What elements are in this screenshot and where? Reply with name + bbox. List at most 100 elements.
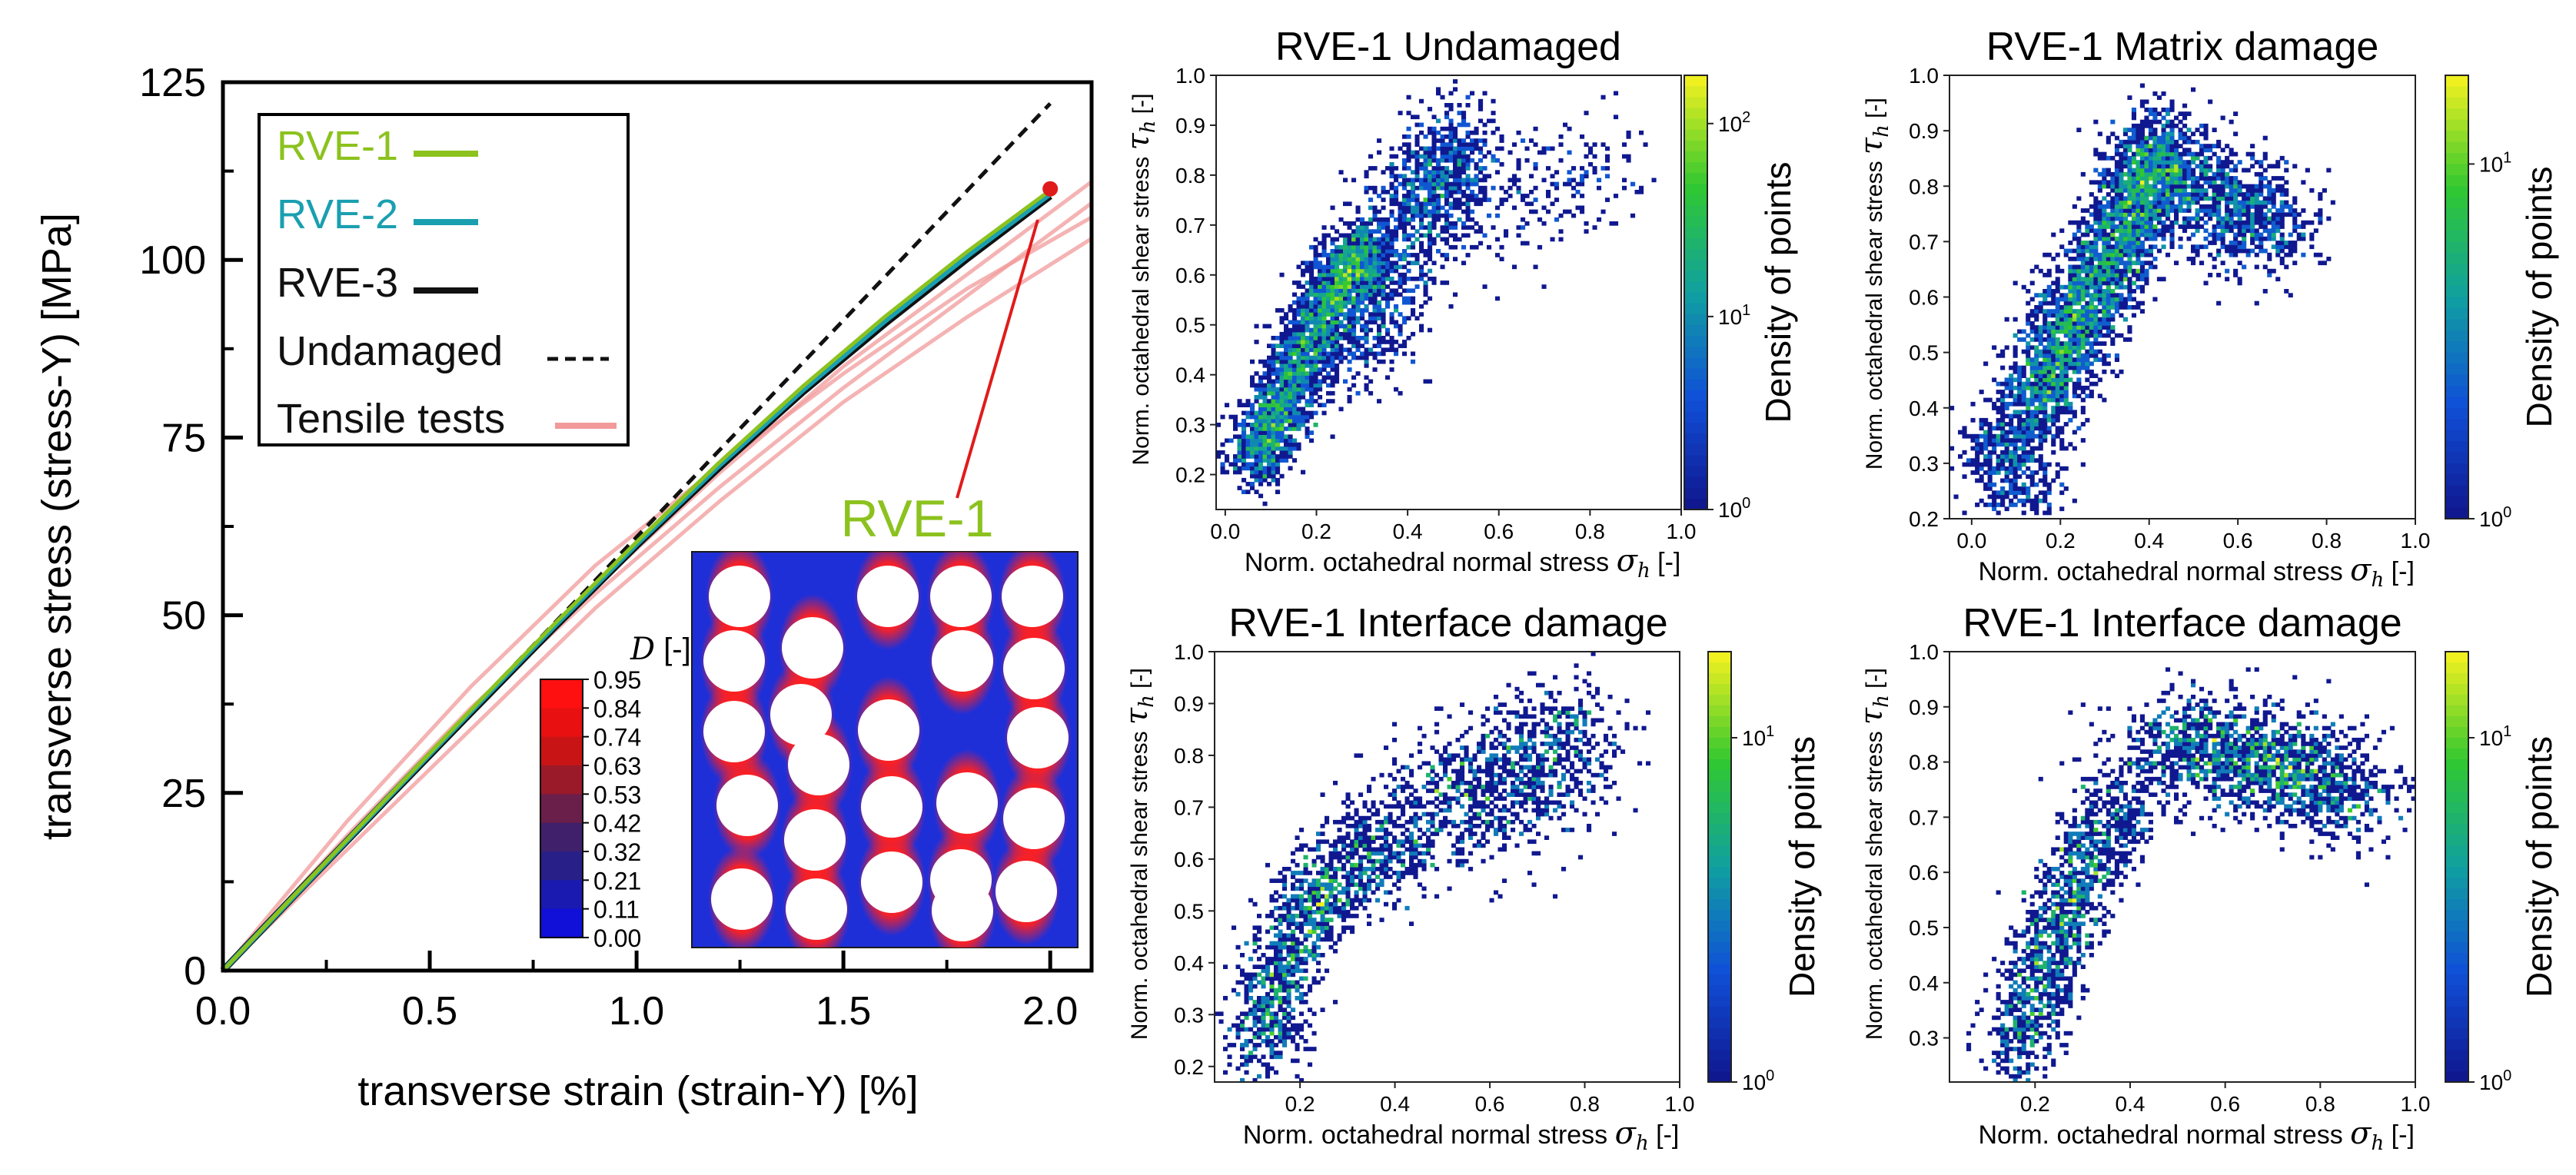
histogram-bin <box>2068 321 2073 326</box>
histogram-bin <box>1303 937 1308 942</box>
histogram-bin <box>1278 980 1283 985</box>
histogram-bin <box>2080 264 2086 270</box>
histogram-bin <box>1252 937 1258 942</box>
histogram-bin <box>1381 205 1386 211</box>
histogram-bin <box>2131 180 2136 185</box>
histogram-bin <box>1428 268 1433 274</box>
histogram-bin <box>1292 347 1298 353</box>
histogram-bin <box>1453 87 1458 92</box>
histogram-bin <box>1465 253 1471 257</box>
histogram-bin <box>1428 181 1433 187</box>
histogram-bin <box>1507 185 1513 191</box>
histogram-bin <box>2076 365 2082 370</box>
histogram-bin <box>2122 268 2128 274</box>
histogram-bin <box>2102 309 2107 314</box>
histogram-bin <box>1267 466 1272 471</box>
histogram-bin <box>2279 184 2285 189</box>
histogram-bin <box>2034 406 2039 410</box>
histogram-bin <box>2119 257 2124 261</box>
histogram-bin <box>1402 217 1408 222</box>
histogram-bin <box>2085 273 2090 277</box>
histogram-bin <box>2208 148 2213 153</box>
histogram-bin <box>1436 181 1441 187</box>
histogram-bin <box>2021 329 2026 334</box>
histogram-bin <box>2114 264 2119 270</box>
histogram-bin <box>1406 300 1411 305</box>
histogram-bin <box>1626 154 1631 159</box>
histogram-bin <box>2076 277 2082 282</box>
histogram-bin <box>2034 413 2039 419</box>
fiber-circle <box>1003 638 1065 699</box>
histogram-bin <box>1274 1019 1279 1024</box>
histogram-bin <box>2000 462 2006 467</box>
histogram-bin <box>1267 462 1272 467</box>
histogram-bin <box>2013 426 2018 431</box>
histogram-bin <box>1970 446 1976 451</box>
histogram-bin <box>1436 138 1441 143</box>
histogram-bin <box>1347 347 1352 353</box>
histogram-bin <box>1305 280 1310 285</box>
histogram-bin <box>2093 212 2099 217</box>
histogram-bin <box>1338 288 1344 294</box>
histogram-bin <box>1220 450 1225 455</box>
histogram-bin <box>2191 261 2196 266</box>
histogram-bin <box>1377 241 1382 246</box>
histogram-bin <box>2051 365 2056 370</box>
histogram-bin <box>1406 221 1411 226</box>
histogram-bin <box>1338 170 1344 174</box>
histogram-bin <box>1278 957 1283 961</box>
histogram-bin <box>2284 252 2289 257</box>
histogram-bin <box>2106 313 2111 318</box>
histogram-bin <box>2127 139 2132 144</box>
histogram-bin <box>2313 212 2318 217</box>
histogram-bin <box>1328 933 1334 938</box>
colorbar-frame <box>540 679 583 938</box>
histogram-bin <box>1351 375 1357 380</box>
histogram-bin <box>2152 176 2158 181</box>
colorbar-step <box>1684 498 1707 510</box>
histogram-bin <box>1244 1062 1249 1067</box>
histogram-bin <box>1516 190 1521 194</box>
histogram-bin <box>2013 433 2018 439</box>
histogram-bin <box>2203 208 2209 213</box>
histogram-bin <box>1444 241 1450 246</box>
histogram-bin <box>1330 241 1335 246</box>
histogram-bin <box>2119 369 2124 374</box>
histogram-bin <box>2279 261 2285 266</box>
histogram-bin <box>1389 264 1394 270</box>
histogram-bin <box>1245 482 1251 486</box>
histogram-bin <box>2013 317 2018 322</box>
histogram-bin <box>2242 208 2247 213</box>
histogram-bin <box>2068 365 2073 370</box>
histogram-bin <box>1295 1047 1300 1051</box>
histogram-bin <box>2017 329 2023 334</box>
histogram-bin <box>2262 176 2268 181</box>
histogram-bin <box>1478 201 1484 207</box>
histogram-bin <box>1313 371 1318 376</box>
histogram-bin <box>2017 474 2023 480</box>
histogram-bin <box>2136 151 2141 157</box>
histogram-bin <box>1326 261 1331 266</box>
histogram-bin <box>1381 268 1386 274</box>
colorbar-step <box>1684 260 1707 271</box>
histogram-bin <box>2034 349 2039 354</box>
histogram-bin <box>2212 184 2217 189</box>
histogram-bin <box>2208 273 2213 277</box>
histogram-bin <box>2203 204 2209 209</box>
histogram-bin <box>1614 221 1619 226</box>
histogram-bin <box>2055 385 2060 390</box>
histogram-bin <box>1258 379 1264 384</box>
histogram-bin <box>1381 340 1386 344</box>
colorbar-step <box>2445 441 2468 453</box>
histogram-bin <box>2089 329 2094 334</box>
histogram-bin <box>1411 194 1416 198</box>
histogram-bin <box>1279 351 1285 357</box>
histogram-bin <box>2051 410 2056 415</box>
histogram-bin <box>2195 228 2200 234</box>
histogram-bin <box>2144 228 2149 234</box>
histogram-bin <box>1267 390 1272 396</box>
histogram-bin <box>1584 221 1589 226</box>
histogram-bin <box>2216 273 2222 277</box>
histogram-bin <box>2102 236 2107 241</box>
histogram-bin <box>1440 150 1445 155</box>
